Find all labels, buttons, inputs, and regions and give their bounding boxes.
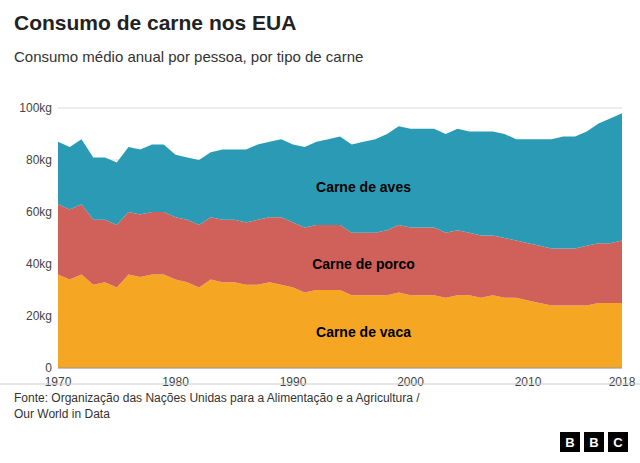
logo-letter: B — [589, 435, 598, 450]
separator — [0, 384, 640, 385]
logo: BBC — [560, 432, 628, 452]
series-label: Carne de aves — [316, 179, 411, 195]
x-axis-line — [58, 368, 622, 369]
logo-box — [584, 432, 604, 452]
y-tick-label: 0 — [45, 361, 52, 375]
y-tick-label: 20kg — [26, 309, 52, 323]
logo-box — [560, 432, 580, 452]
title: Consumo de carne nos EUA — [14, 11, 296, 34]
subtitle: Consumo médio anual por pessoa, por tipo… — [14, 48, 363, 65]
x-tick-label: 1970 — [45, 375, 72, 389]
footnote-line: Our World in Data — [14, 407, 110, 421]
logo-box — [608, 432, 628, 452]
area — [58, 113, 622, 248]
areas — [58, 113, 622, 368]
y-tick-label: 80kg — [26, 153, 52, 167]
chart: Consumo de carne nos EUA Consumo médio an… — [0, 0, 640, 463]
y-tick-label: 60kg — [26, 205, 52, 219]
x-tick-label: 1990 — [280, 375, 307, 389]
series-label: Carne de vaca — [316, 324, 411, 340]
grid-line — [58, 368, 622, 369]
grid-line — [58, 108, 622, 109]
y-tick-label: 40kg — [26, 257, 52, 271]
grid — [58, 108, 622, 368]
y-tick-label: 100kg — [19, 101, 52, 115]
x-tick-label: 2000 — [397, 375, 424, 389]
logo-letter: C — [613, 435, 623, 450]
footnote-line: Fonte: Organização das Nações Unidas par… — [14, 391, 420, 405]
x-tick-label: 2018 — [609, 375, 636, 389]
x-tick-label: 2010 — [515, 375, 542, 389]
x-tick-label: 1980 — [162, 375, 189, 389]
logo-letter: B — [565, 435, 574, 450]
series-label: Carne de porco — [312, 256, 415, 272]
footnote: Fonte: Organização das Nações Unidas par… — [14, 391, 420, 421]
